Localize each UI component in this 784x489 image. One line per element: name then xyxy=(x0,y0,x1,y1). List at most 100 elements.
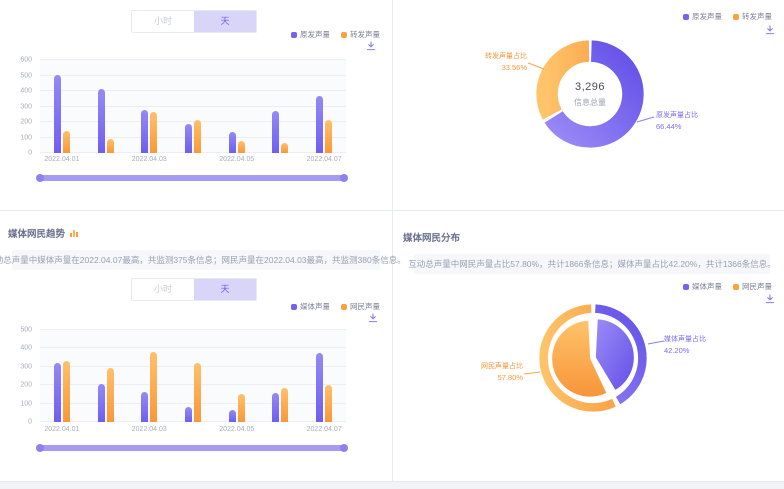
datazoom-slider[interactable] xyxy=(36,174,348,182)
donut-chart-total-volume xyxy=(536,40,644,148)
y-tick: 0 xyxy=(28,149,32,157)
horizontal-divider xyxy=(0,210,784,211)
bar-2022.04.04-转发声量 xyxy=(194,119,202,153)
legend-label: 原发声量 xyxy=(300,30,330,39)
page-scrollbar-track[interactable] xyxy=(0,481,784,489)
slice-label-pct: 42.20% xyxy=(664,346,690,355)
toggle-day-button[interactable]: 天 xyxy=(194,279,256,300)
bar-group xyxy=(40,330,84,422)
download-icon[interactable] xyxy=(368,313,378,323)
legend-media-netizen-trend: 媒体声量 网民声量 xyxy=(290,301,380,312)
legend-label: 媒体声量 xyxy=(300,302,330,311)
y-tick: 200 xyxy=(20,118,32,126)
gridline xyxy=(40,384,346,386)
bar-chart-icon xyxy=(70,230,79,237)
toggle-day-button[interactable]: 天 xyxy=(194,11,256,32)
slice-label-origin: 原发声量占比 66.44% xyxy=(656,112,736,131)
toggle-hour-button[interactable]: 小时 xyxy=(132,11,194,32)
bar-group xyxy=(84,330,128,422)
leader-line xyxy=(636,116,654,123)
y-tick: 300 xyxy=(20,363,32,371)
bar-2022.04.04-原发声量 xyxy=(185,123,193,153)
trend-summary-text: 互动总声量中媒体声量在2022.04.07最高，共监测375条信息；网民声量在2… xyxy=(0,250,406,270)
legend-item-media[interactable]: 媒体声量 xyxy=(291,301,330,312)
bar-group xyxy=(215,330,259,422)
bars-area xyxy=(40,330,346,422)
gridline xyxy=(40,105,346,107)
x-tick: 2022.04.05 xyxy=(219,426,255,433)
slice-label-pct: 33.56% xyxy=(501,63,527,72)
x-tick xyxy=(259,156,303,166)
x-tick: 2022.04.07 xyxy=(306,426,342,433)
legend-label: 转发声量 xyxy=(742,12,772,21)
legend-item-netizen[interactable]: 网民声量 xyxy=(733,281,772,292)
bar-2022.04.06-转发声量 xyxy=(281,142,289,153)
leader-line xyxy=(528,62,544,70)
legend-item-repost[interactable]: 转发声量 xyxy=(341,29,380,40)
gridline xyxy=(40,59,346,60)
pie-slice-media[interactable] xyxy=(595,319,634,390)
bar-2022.04.03-转发声量 xyxy=(150,111,158,153)
legend-dot-orange xyxy=(733,283,739,290)
datazoom-slider[interactable] xyxy=(36,444,348,452)
gridline xyxy=(40,365,346,367)
y-tick: 600 xyxy=(20,56,32,64)
leader-line xyxy=(524,371,540,375)
title-text: 媒体网民分布 xyxy=(403,233,461,244)
toggle-hour-button[interactable]: 小时 xyxy=(132,279,194,300)
bar-2022.04.01-网民声量 xyxy=(62,361,70,422)
bar-2022.04.05-转发声量 xyxy=(237,141,245,153)
ring-slice-netizen[interactable] xyxy=(539,304,647,412)
download-icon[interactable] xyxy=(366,41,376,51)
gridline xyxy=(40,347,346,349)
bar-2022.04.03-原发声量 xyxy=(141,109,149,153)
slice-label-pct: 66.44% xyxy=(656,122,682,131)
donut-slice-repost[interactable] xyxy=(536,40,644,148)
bar-2022.04.07-转发声量 xyxy=(325,119,333,153)
bar-2022.04.01-转发声量 xyxy=(62,130,70,153)
donut-slice-origin[interactable] xyxy=(536,40,644,148)
pie-slice-netizen[interactable] xyxy=(552,320,607,397)
bar-2022.04.04-媒体声量 xyxy=(185,407,193,422)
bar-group xyxy=(302,60,346,153)
x-tick: 2022.04.01 xyxy=(44,426,80,433)
distribution-summary-text: 互动总声量中网民声量占比57.80%，共计1866条信息；媒体声量占比42.20… xyxy=(408,254,776,274)
panel-title-media-netizen-distribution: 媒体网民分布 xyxy=(403,230,460,244)
bar-2022.04.01-媒体声量 xyxy=(53,363,61,422)
download-icon[interactable] xyxy=(765,25,775,35)
bar-group xyxy=(215,60,259,153)
legend-dot-purple xyxy=(683,283,689,290)
legend-item-netizen[interactable]: 网民声量 xyxy=(341,301,380,312)
x-tick xyxy=(84,426,128,436)
y-tick: 400 xyxy=(20,344,32,352)
leader-line xyxy=(647,340,664,345)
legend-item-origin[interactable]: 原发声量 xyxy=(291,29,330,40)
bar-group xyxy=(171,330,215,422)
legend-item-repost[interactable]: 转发声量 xyxy=(733,11,772,22)
legend-label: 转发声量 xyxy=(350,30,380,39)
bar-2022.04.03-媒体声量 xyxy=(141,391,149,422)
x-tick: 2022.04.01 xyxy=(44,156,80,163)
panel-title-media-netizen-trend: 媒体网民趋势 xyxy=(8,226,79,240)
x-tick xyxy=(259,426,303,436)
legend-dot-purple xyxy=(683,13,689,20)
legend-dot-orange xyxy=(341,303,347,310)
download-icon[interactable] xyxy=(765,294,775,304)
legend-volume-share: 原发声量 转发声量 xyxy=(682,11,772,22)
bar-group xyxy=(259,60,303,153)
bar-group xyxy=(302,330,346,422)
y-tick: 400 xyxy=(20,87,32,95)
time-granularity-toggle: 小时 天 xyxy=(131,278,257,301)
gridline xyxy=(40,121,346,122)
x-tick xyxy=(171,156,215,166)
y-tick: 0 xyxy=(28,418,32,426)
gridline xyxy=(40,90,346,91)
bar-2022.04.05-媒体声量 xyxy=(228,410,236,422)
legend-dot-purple xyxy=(291,303,297,310)
gridline xyxy=(40,136,346,138)
bar-chart-volume-trend xyxy=(40,59,346,153)
bar-group xyxy=(127,60,171,153)
legend-item-media[interactable]: 媒体声量 xyxy=(683,281,722,292)
ring-slice-media[interactable] xyxy=(539,304,647,412)
legend-item-origin[interactable]: 原发声量 xyxy=(683,11,722,22)
